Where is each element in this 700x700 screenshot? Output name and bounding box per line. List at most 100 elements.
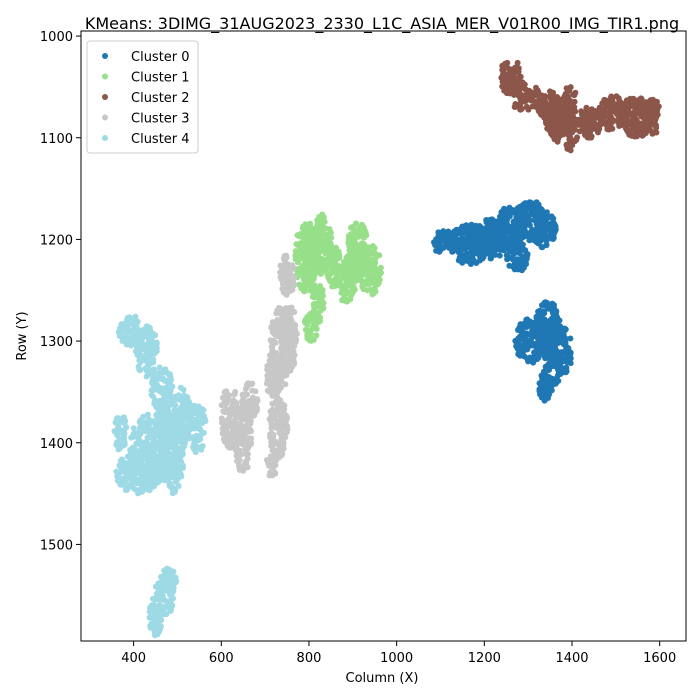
cluster-0-point: [533, 314, 540, 321]
cluster-2-point: [571, 92, 578, 99]
cluster-4-point: [156, 586, 163, 593]
cluster-4-point: [177, 384, 184, 391]
cluster-1-point: [336, 278, 343, 285]
cluster-3-point: [275, 399, 282, 406]
cluster-3-point: [283, 289, 290, 295]
cluster-4-point: [156, 596, 163, 603]
cluster-4-point: [167, 465, 174, 472]
cluster-0-point: [476, 224, 483, 231]
cluster-3-point: [283, 333, 290, 340]
cluster-2-point: [523, 103, 530, 110]
cluster-4-point: [116, 332, 123, 339]
cluster-0-point: [491, 244, 498, 251]
cluster-2-point: [653, 129, 660, 136]
cluster-4-point: [119, 338, 126, 344]
cluster-1-point: [351, 227, 358, 234]
cluster-4-point: [166, 587, 173, 594]
cluster-2-point: [625, 107, 632, 114]
cluster-0-point: [522, 335, 529, 342]
cluster-3-point: [271, 415, 278, 421]
cluster-1-point: [326, 230, 333, 237]
cluster-3-point: [275, 408, 282, 415]
cluster-1-point: [360, 234, 367, 241]
cluster-2-point: [549, 131, 555, 138]
cluster-2-point: [550, 107, 557, 114]
cluster-1-point: [312, 294, 319, 300]
cluster-4-point: [167, 415, 174, 422]
cluster-0-point: [515, 230, 522, 237]
cluster-4-point: [138, 334, 145, 341]
cluster-4-point: [151, 632, 158, 639]
cluster-0-point: [507, 231, 514, 238]
cluster-1-point: [305, 244, 312, 251]
cluster-4-point: [146, 614, 153, 621]
cluster-4-point: [174, 417, 180, 424]
cluster-1-point: [349, 286, 356, 293]
cluster-0-point: [512, 262, 519, 269]
points-layer: [111, 59, 662, 639]
cluster-2-point: [602, 101, 609, 108]
cluster-3-point: [283, 325, 290, 332]
cluster-4-point: [178, 473, 185, 480]
cluster-4-point: [128, 470, 135, 477]
cluster-4-point: [121, 441, 128, 448]
cluster-3-point: [272, 359, 279, 366]
cluster-4-point: [161, 385, 168, 392]
cluster-2-point: [607, 96, 614, 103]
cluster-0-point: [485, 236, 492, 243]
cluster-4-point: [142, 344, 149, 351]
cluster-1-point: [377, 264, 384, 271]
cluster-3-point: [267, 453, 274, 460]
cluster-0-point: [457, 256, 464, 263]
cluster-2-point: [631, 104, 638, 111]
cluster-1-point: [364, 273, 371, 280]
cluster-0-point: [497, 230, 504, 237]
cluster-3-point: [245, 435, 252, 442]
cluster-0-point: [553, 321, 560, 328]
cluster-1-point: [369, 243, 376, 249]
cluster-4-point: [134, 352, 141, 359]
cluster-1-point: [359, 253, 366, 260]
cluster-0-point: [517, 203, 523, 210]
cluster-4-point: [122, 329, 129, 336]
cluster-0-point: [562, 369, 569, 376]
cluster-0-point: [519, 267, 525, 274]
cluster-4-point: [191, 441, 198, 448]
cluster-2-point: [569, 138, 576, 145]
cluster-0-point: [433, 247, 440, 254]
cluster-1-point: [360, 229, 366, 235]
plot-frame: [80, 30, 687, 642]
cluster-4-point: [152, 398, 159, 405]
cluster-0-point: [538, 212, 545, 218]
cluster-1-point: [318, 294, 325, 301]
cluster-0-point: [503, 234, 510, 241]
cluster-1-point: [314, 236, 321, 243]
cluster-1-point: [336, 254, 343, 261]
cluster-0-point: [538, 216, 545, 223]
cluster-0-point: [567, 335, 574, 342]
cluster-4-point: [130, 425, 137, 432]
cluster-4-point: [140, 426, 147, 433]
cluster-4-point: [160, 375, 167, 382]
cluster-3-point: [266, 381, 273, 388]
cluster-4-point: [115, 415, 121, 422]
cluster-4-point: [155, 370, 162, 377]
cluster-4-point: [151, 626, 157, 633]
cluster-2-point: [644, 124, 651, 131]
cluster-0-point: [536, 388, 543, 395]
cluster-4-point: [145, 333, 151, 340]
cluster-4-point: [160, 579, 167, 586]
cluster-3-point: [283, 429, 290, 436]
cluster-2-point: [550, 97, 556, 104]
cluster-4-point: [124, 339, 131, 346]
cluster-2-point: [559, 122, 566, 129]
cluster-4-point: [117, 327, 123, 334]
cluster-0-point: [534, 340, 541, 347]
cluster-4-point: [146, 324, 153, 331]
cluster-0-point: [541, 397, 548, 404]
cluster-2-point: [562, 92, 569, 98]
cluster-3-point: [269, 319, 276, 326]
cluster-1-point: [345, 239, 352, 246]
cluster-0-point: [555, 366, 562, 373]
